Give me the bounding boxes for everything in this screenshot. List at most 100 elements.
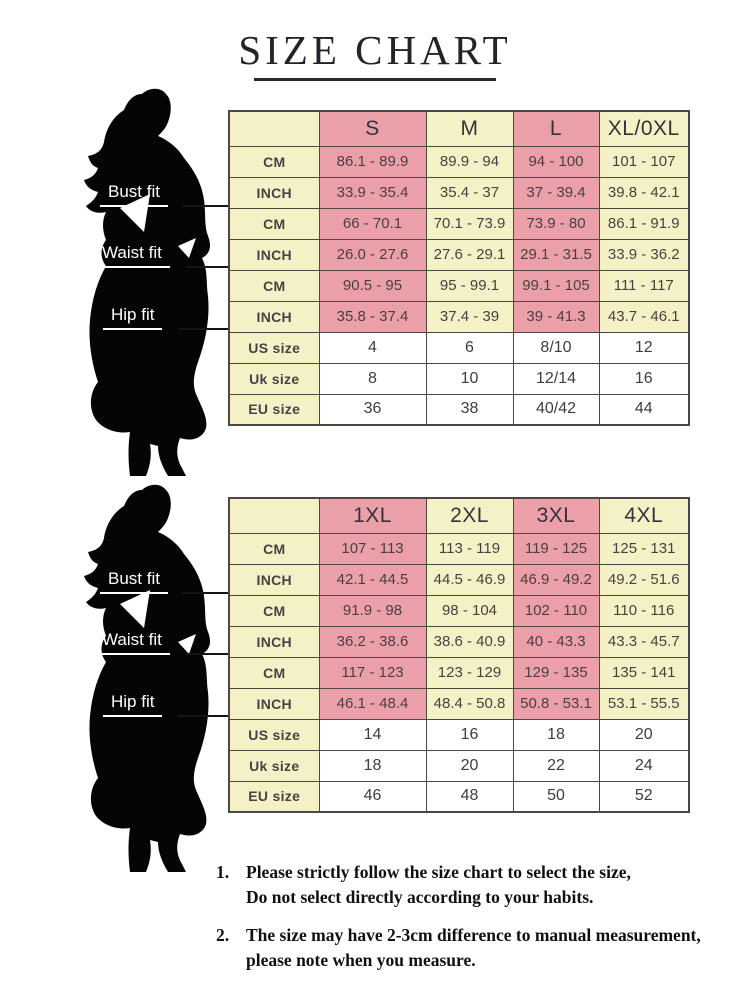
- size-value: 36.2 - 38.6: [318, 625, 427, 658]
- size-value: 26.0 - 27.6: [318, 238, 427, 271]
- size-value: 119 - 125: [512, 532, 600, 565]
- size-value: 113 - 119: [425, 532, 514, 565]
- size-value: 49.2 - 51.6: [598, 563, 690, 596]
- size-column-header: 2XL: [425, 497, 514, 534]
- size-value: 53.1 - 55.5: [598, 687, 690, 720]
- size-value: 73.9 - 80: [512, 207, 600, 240]
- size-value: 123 - 129: [425, 656, 514, 689]
- size-value: 50.8 - 53.1: [512, 687, 600, 720]
- size-value: 48.4 - 50.8: [425, 687, 514, 720]
- row-label: CM: [228, 145, 320, 178]
- bust-fit-label-2: Bust fit: [100, 569, 168, 594]
- size-value: 90.5 - 95: [318, 269, 427, 302]
- size-value: 24: [598, 749, 690, 782]
- size-value: 20: [425, 749, 514, 782]
- size-value: 40/42: [512, 393, 600, 426]
- waist-fit-line: [186, 266, 229, 268]
- size-value: 66 - 70.1: [318, 207, 427, 240]
- size-value: 22: [512, 749, 600, 782]
- size-value: 42.1 - 44.5: [318, 563, 427, 596]
- row-label: INCH: [228, 176, 320, 209]
- row-label: Uk size: [228, 749, 320, 782]
- note-1: 1. Please strictly follow the size chart…: [216, 860, 746, 910]
- size-value: 125 - 131: [598, 532, 690, 565]
- note-2-line-2: please note when you measure.: [246, 950, 476, 970]
- size-value: 12: [598, 331, 690, 364]
- size-value: 110 - 116: [598, 594, 690, 627]
- woman-silhouette-top: [84, 88, 210, 476]
- size-value: 46: [318, 780, 427, 813]
- row-label: EU size: [228, 393, 320, 426]
- row-label: CM: [228, 594, 320, 627]
- size-table-plus: 1XL 2XL 3XL 4XL CM 107 - 113 113 - 119 1…: [228, 497, 690, 813]
- size-value: 44.5 - 46.9: [425, 563, 514, 596]
- bust-fit-label: Bust fit: [100, 182, 168, 207]
- size-value: 52: [598, 780, 690, 813]
- row-label: CM: [228, 532, 320, 565]
- corner-cell: [228, 110, 320, 147]
- row-label: INCH: [228, 563, 320, 596]
- note-1-number: 1.: [216, 862, 230, 882]
- size-value: 111 - 117: [598, 269, 690, 302]
- size-value: 35.8 - 37.4: [318, 300, 427, 333]
- size-value: 101 - 107: [598, 145, 690, 178]
- row-label: US size: [228, 718, 320, 751]
- size-value: 36: [318, 393, 427, 426]
- size-column-header: 1XL: [318, 497, 427, 534]
- row-label: CM: [228, 656, 320, 689]
- row-label: CM: [228, 207, 320, 240]
- size-value: 50: [512, 780, 600, 813]
- hip-fit-line: [178, 328, 229, 330]
- note-2: 2. The size may have 2-3cm difference to…: [216, 923, 746, 973]
- row-label: US size: [228, 331, 320, 364]
- size-value: 37 - 39.4: [512, 176, 600, 209]
- woman-silhouette-bottom: [84, 484, 210, 872]
- size-value: 16: [425, 718, 514, 751]
- row-label: INCH: [228, 625, 320, 658]
- hip-fit-label: Hip fit: [103, 305, 163, 330]
- waist-fit-label-2: Waist fit: [94, 630, 170, 655]
- size-value: 70.1 - 73.9: [425, 207, 514, 240]
- size-value: 33.9 - 36.2: [598, 238, 690, 271]
- size-value: 39.8 - 42.1: [598, 176, 690, 209]
- waist-fit-label: Waist fit: [94, 243, 170, 268]
- size-value: 107 - 113: [318, 532, 427, 565]
- size-value: 43.7 - 46.1: [598, 300, 690, 333]
- size-value: 46.1 - 48.4: [318, 687, 427, 720]
- row-label: EU size: [228, 780, 320, 813]
- size-value: 98 - 104: [425, 594, 514, 627]
- row-label: CM: [228, 269, 320, 302]
- size-column-header: 3XL: [512, 497, 600, 534]
- size-value: 38.6 - 40.9: [425, 625, 514, 658]
- size-value: 94 - 100: [512, 145, 600, 178]
- size-value: 4: [318, 331, 427, 364]
- size-value: 86.1 - 89.9: [318, 145, 427, 178]
- size-column-header: L: [512, 110, 600, 147]
- size-value: 95 - 99.1: [425, 269, 514, 302]
- size-value: 86.1 - 91.9: [598, 207, 690, 240]
- size-value: 39 - 41.3: [512, 300, 600, 333]
- size-value: 46.9 - 49.2: [512, 563, 600, 596]
- size-value: 102 - 110: [512, 594, 600, 627]
- size-value: 33.9 - 35.4: [318, 176, 427, 209]
- bust-fit-line-2: [182, 592, 229, 594]
- size-column-header: S: [318, 110, 427, 147]
- row-label: Uk size: [228, 362, 320, 395]
- size-value: 14: [318, 718, 427, 751]
- size-value: 6: [425, 331, 514, 364]
- row-label: INCH: [228, 238, 320, 271]
- size-column-header: M: [425, 110, 514, 147]
- size-value: 38: [425, 393, 514, 426]
- size-column-header: 4XL: [598, 497, 690, 534]
- size-value: 89.9 - 94: [425, 145, 514, 178]
- size-value: 29.1 - 31.5: [512, 238, 600, 271]
- size-value: 135 - 141: [598, 656, 690, 689]
- size-value: 99.1 - 105: [512, 269, 600, 302]
- hip-fit-line-2: [178, 715, 229, 717]
- note-1-line-2: Do not select directly according to your…: [246, 887, 594, 907]
- page-title: SIZE CHART: [238, 27, 512, 73]
- size-value: 16: [598, 362, 690, 395]
- size-value: 8/10: [512, 331, 600, 364]
- size-value: 117 - 123: [318, 656, 427, 689]
